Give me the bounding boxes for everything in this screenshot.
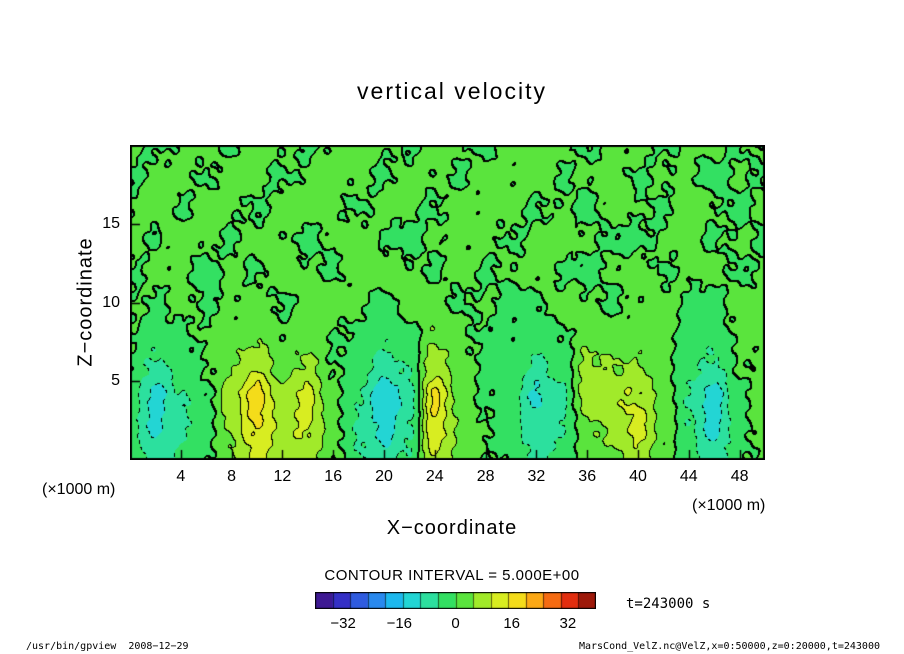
z-tick-label: 10 [102,293,120,311]
time-label: t=243000 s [626,596,711,612]
x-tick-label: 40 [629,468,647,485]
colorbar-tick-label: −32 [330,615,356,632]
x-tick-label: 48 [730,468,749,485]
x-axis-unit: (×1000 m) [692,497,766,514]
plot-title: vertical velocity [357,78,547,104]
x-tick-label: 8 [227,468,237,485]
x-tick-label: 36 [578,468,597,485]
x-tick-label: 4 [176,468,186,485]
x-tick-label: 24 [425,468,444,485]
z-tick-label: 15 [102,214,120,232]
contour-plot-canvas [130,145,765,460]
colorbar-tick-label: −16 [386,615,413,632]
x-tick-label: 16 [324,468,343,485]
colorbar-tick-label: 32 [559,615,577,632]
z-axis-unit: (×1000 m) [42,481,116,498]
footer-dataset-text: MarsCond_VelZ.nc@VelZ,x=0:50000,z=0:2000… [578,641,880,652]
colorbar-tick-label: 0 [451,615,460,632]
z-tick-label: 5 [111,372,120,390]
colorbar [315,592,596,609]
contour-interval-note: CONTOUR INTERVAL = 5.000E+00 [324,567,580,584]
footer-command-text: /usr/bin/gpview 2008−12−29 [26,641,189,652]
colorbar-tick-label: 16 [503,615,521,632]
x-tick-label: 20 [375,468,393,485]
x-tick-label: 44 [679,468,698,485]
x-axis-label: X−coordinate [386,517,518,539]
x-tick-label: 32 [527,468,546,485]
x-tick-label: 12 [273,468,292,485]
x-tick-label: 28 [476,468,495,485]
